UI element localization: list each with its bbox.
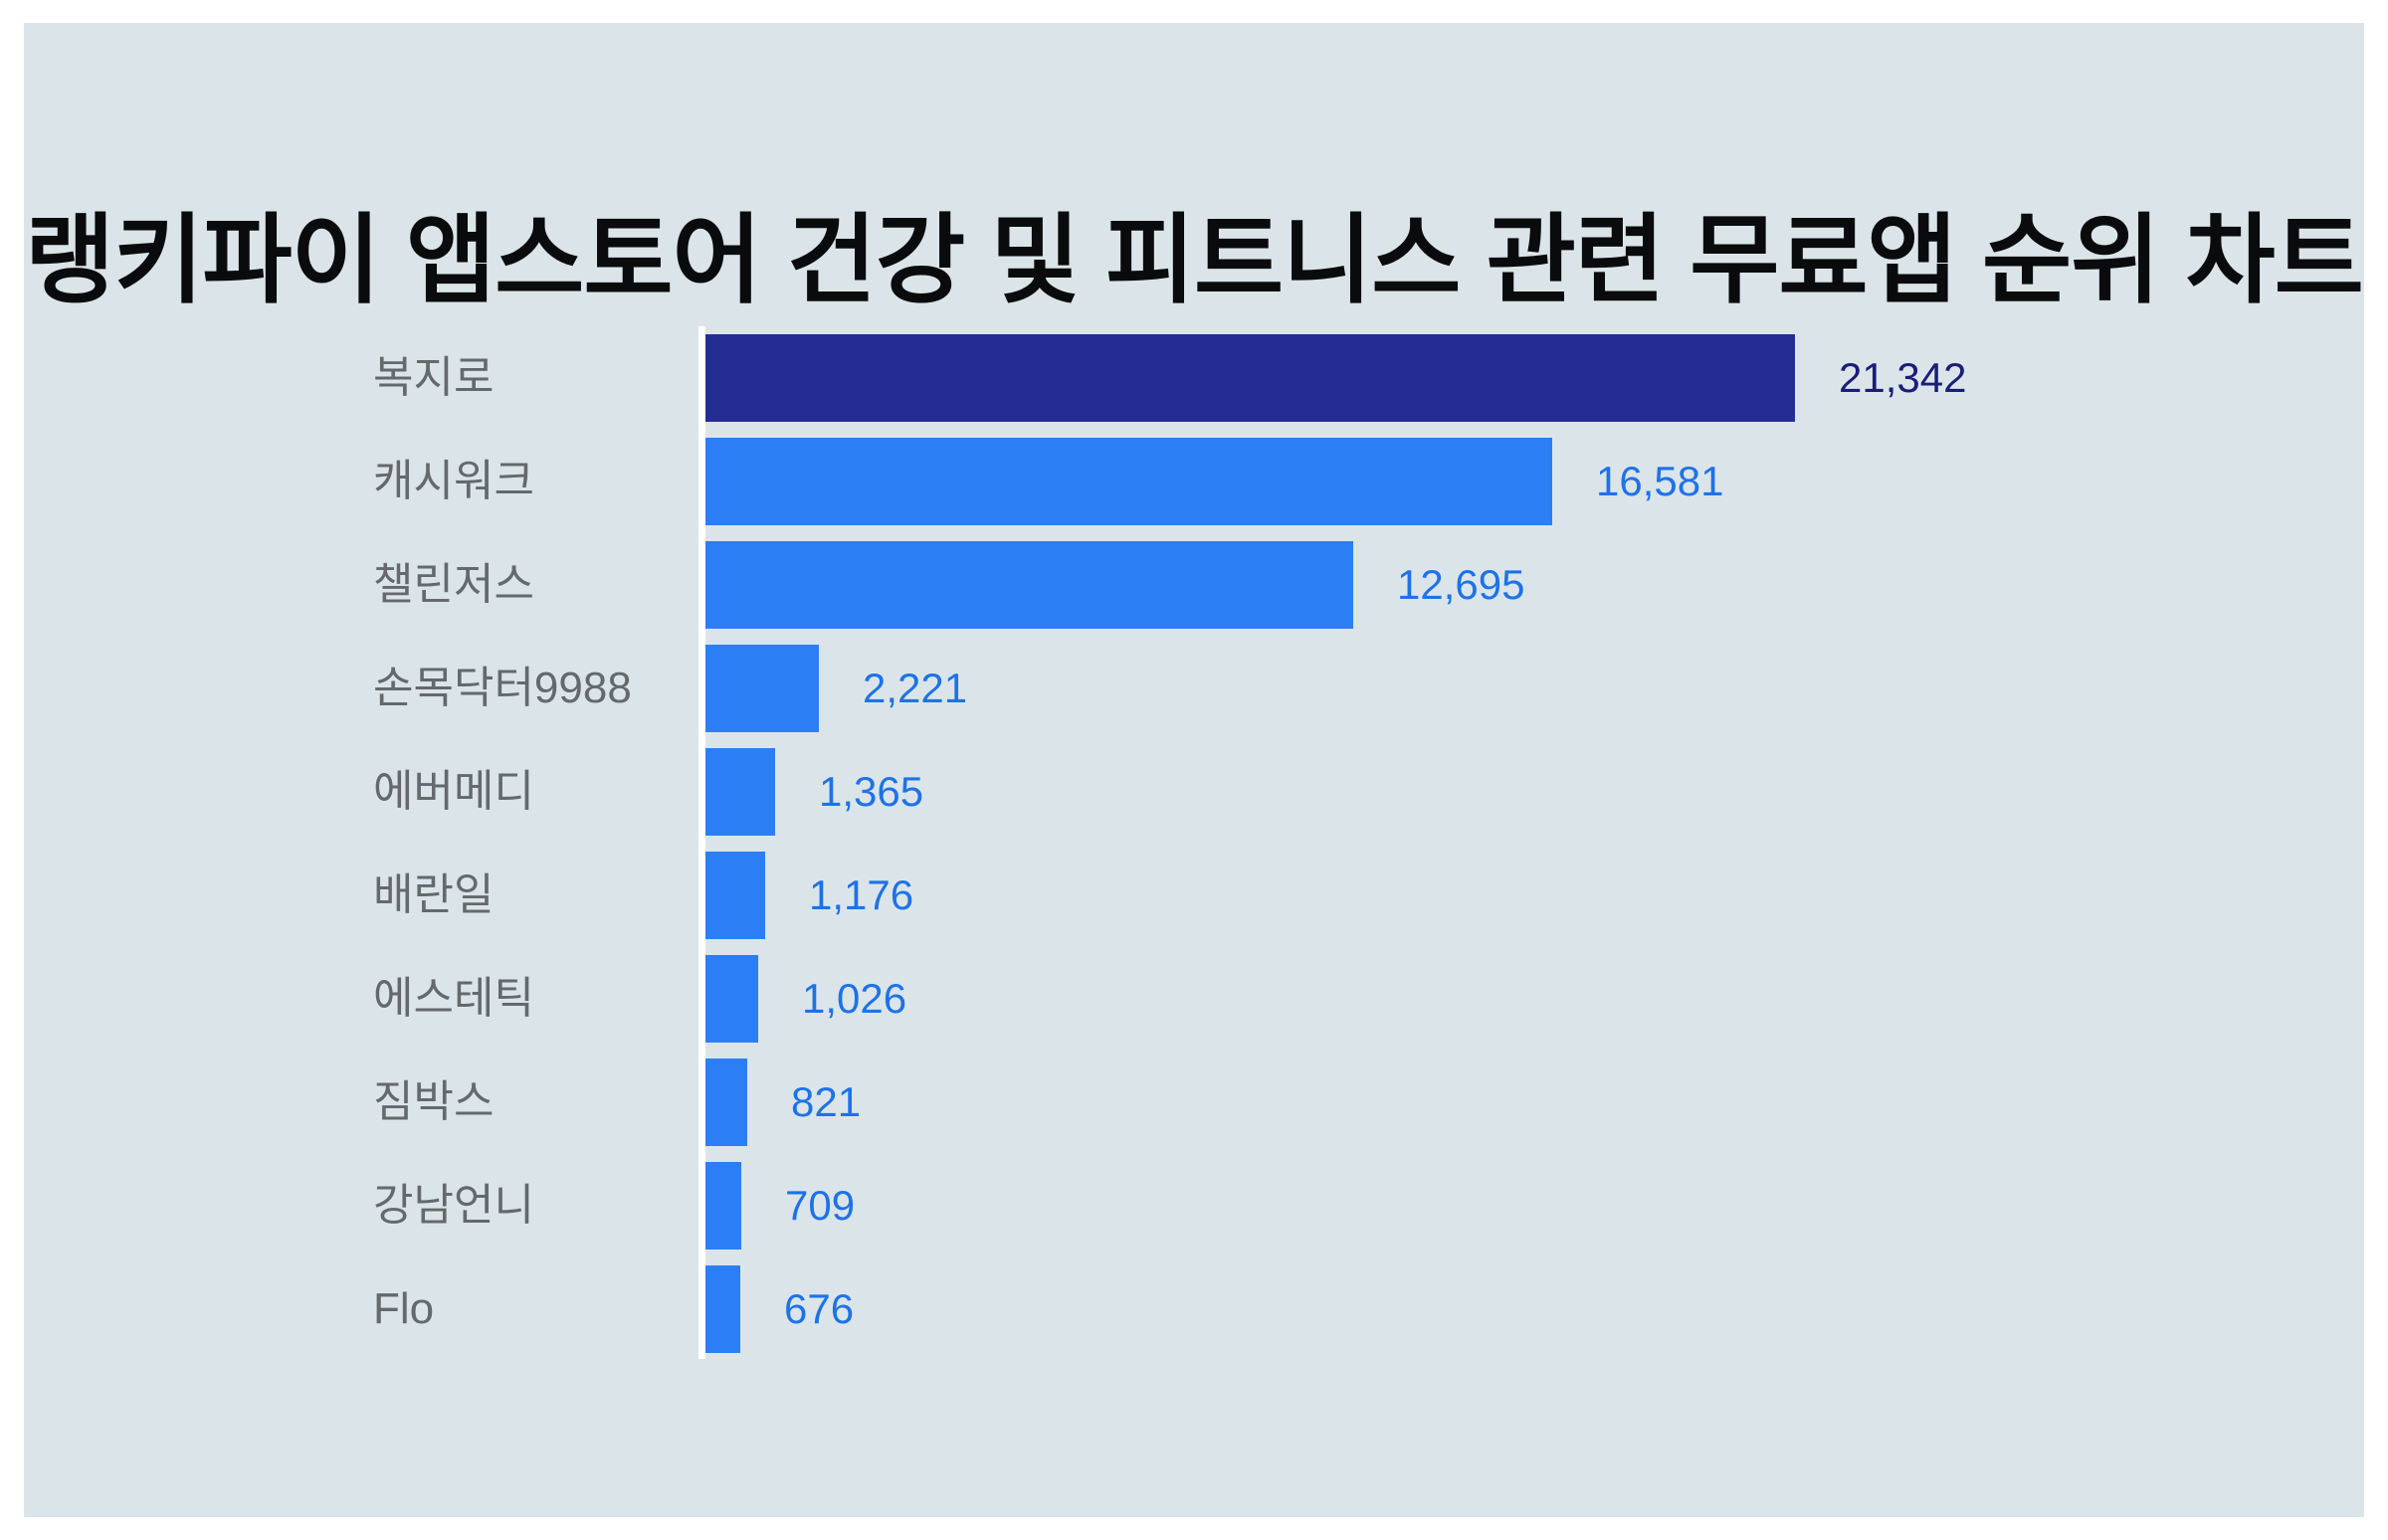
category-label: 손목닥터9988 xyxy=(373,664,632,712)
bar xyxy=(705,955,758,1043)
bar xyxy=(705,1059,747,1146)
value-label: 21,342 xyxy=(1839,354,1967,401)
chart-title: 랭키파이 앱스토어 건강 및 피트니스 관련 무료앱 순위 차트 xyxy=(25,204,2364,314)
value-label: 16,581 xyxy=(1596,458,1724,504)
category-label: 챌린저스 xyxy=(373,560,534,609)
value-label: 2,221 xyxy=(863,665,968,711)
bar xyxy=(705,1265,740,1353)
value-label: 821 xyxy=(791,1078,862,1125)
category-label: 에스테틱 xyxy=(373,974,534,1023)
bar-row: 캐시워크 16,581 xyxy=(373,438,2368,525)
value-label: 1,176 xyxy=(809,871,914,918)
bar-row: 배란일 1,176 xyxy=(373,852,2368,939)
category-label: 배란일 xyxy=(373,870,495,919)
value-label: 1,365 xyxy=(819,768,924,815)
value-label: 676 xyxy=(784,1285,855,1332)
bar-row: 강남언니 709 xyxy=(373,1162,2368,1250)
bar xyxy=(705,852,765,939)
bar xyxy=(705,334,1795,422)
bar-row: 에스테틱 1,026 xyxy=(373,955,2368,1043)
bar-row: 짐박스 821 xyxy=(373,1059,2368,1146)
bar-chart: 복지로 21,342 캐시워크 16,581 챌린저스 12,695 손목닥터9988 2,2… xyxy=(373,334,2368,1353)
category-label: 짐박스 xyxy=(373,1077,495,1126)
bar-row: 에버메디 1,365 xyxy=(373,748,2368,836)
bar xyxy=(705,748,775,836)
chart-panel xyxy=(24,23,2364,1517)
category-label: 캐시워크 xyxy=(373,457,534,505)
bar-row: Flo 676 xyxy=(373,1265,2368,1353)
bar xyxy=(705,645,819,732)
y-axis-line xyxy=(698,326,705,1359)
category-label: 복지로 xyxy=(373,353,495,402)
bar-row: 챌린저스 12,695 xyxy=(373,541,2368,629)
value-label: 709 xyxy=(785,1182,856,1229)
value-label: 1,026 xyxy=(802,975,907,1022)
bar xyxy=(705,438,1552,525)
bar xyxy=(705,1162,741,1250)
bar-row: 복지로 21,342 xyxy=(373,334,2368,422)
category-label: 에버메디 xyxy=(373,767,534,816)
bar-row: 손목닥터9988 2,221 xyxy=(373,645,2368,732)
value-label: 12,695 xyxy=(1397,561,1525,608)
category-label: 강남언니 xyxy=(373,1181,534,1230)
bar xyxy=(705,541,1353,629)
category-label: Flo xyxy=(373,1284,435,1333)
